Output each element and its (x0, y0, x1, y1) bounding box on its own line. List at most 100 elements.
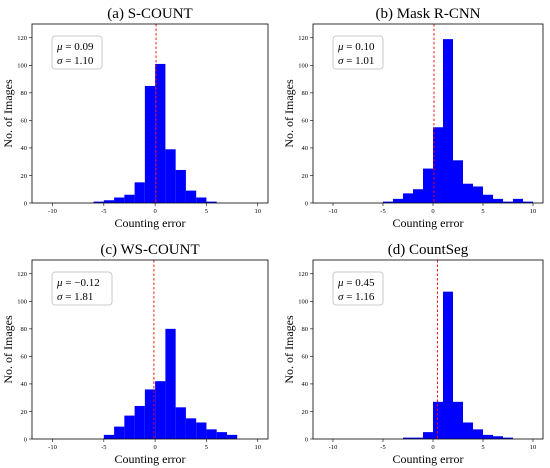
histogram-bar (423, 432, 433, 439)
mean-stat: μ = 0.45 (337, 277, 375, 289)
histogram-bar (103, 200, 115, 203)
mean-stat: μ = 0.09 (56, 41, 94, 53)
y-tick-label: 120 (298, 271, 308, 278)
chart-title: (a) S-COUNT (107, 6, 192, 22)
plot-frame (31, 23, 269, 204)
histogram-bar (155, 381, 166, 439)
y-tick-label: 60 (302, 118, 309, 125)
histogram-bar (473, 429, 483, 439)
x-tick-label: 5 (481, 208, 484, 215)
sigma-stat: σ = 1.10 (57, 55, 94, 67)
x-axis-label: Counting error (115, 216, 186, 230)
x-tick-label: 10 (530, 444, 537, 451)
x-tick-label: -5 (380, 208, 385, 215)
histogram-bar (433, 127, 443, 203)
x-tick-label: 10 (254, 444, 261, 451)
histogram-bar (206, 201, 217, 203)
histogram-bar (403, 437, 413, 439)
y-tick-label: 40 (302, 381, 309, 388)
histogram-bar (185, 418, 197, 439)
histogram-bar (216, 432, 227, 439)
y-tick-label: 20 (21, 409, 28, 416)
histogram-bar (503, 437, 513, 439)
histogram-bar (403, 193, 413, 203)
chart-title: (b) Mask R-CNN (376, 6, 481, 22)
histogram-bar (433, 401, 443, 439)
y-tick-label: 120 (298, 35, 308, 42)
chart-panel-0: (a) S-COUNT-10 -5 0 5 10020406080100120Count… (1, 6, 269, 230)
y-axis-label: No. of Images (282, 79, 296, 148)
histogram-bar (114, 426, 125, 439)
histogram-bar (144, 389, 156, 439)
stats-box (332, 271, 384, 306)
histogram-bar (134, 405, 145, 439)
chart-title: (d) CountSeg (388, 242, 469, 258)
y-tick-label: 0 (24, 436, 27, 443)
y-tick-label: 20 (21, 173, 28, 180)
sigma-stat: σ = 1.81 (57, 291, 93, 303)
y-tick-label: 60 (21, 354, 28, 361)
sigma-stat: σ = 1.16 (338, 291, 375, 303)
plot-frame (312, 259, 544, 440)
mean-stat: μ = 0.10 (337, 41, 375, 53)
y-tick-label: 80 (302, 90, 309, 97)
x-tick-label: 0 (431, 444, 434, 451)
sigma-stat: σ = 1.01 (338, 55, 374, 67)
histogram-bar (463, 422, 473, 439)
x-tick-label: -10 (329, 444, 338, 451)
histogram-bar (503, 201, 513, 203)
x-tick-label: -10 (48, 208, 57, 215)
stats-box (51, 35, 103, 70)
histogram-bar (185, 190, 197, 203)
mean-stat: μ = −0.12 (56, 277, 100, 289)
histogram-bar (473, 186, 483, 203)
y-tick-label: 60 (21, 118, 28, 125)
y-tick-label: 100 (17, 63, 27, 70)
y-tick-label: 120 (17, 271, 27, 278)
y-tick-label: 40 (302, 145, 309, 152)
x-tick-label: 0 (431, 208, 434, 215)
x-tick-label: 5 (205, 444, 208, 451)
x-tick-label: -5 (380, 444, 385, 451)
chart-panel-3: (d) CountSeg-10 -5 0 5 10020406080100120Coun… (282, 242, 544, 466)
histogram-bar (483, 434, 493, 439)
x-tick-label: 5 (481, 444, 484, 451)
chart-panel-1: (b) Mask R-CNN-10 -5 0 5 10020406080100120Co… (282, 6, 544, 230)
y-tick-label: 100 (298, 63, 308, 70)
x-tick-label: -10 (329, 208, 338, 215)
y-tick-label: 80 (302, 326, 309, 333)
x-tick-label: 10 (530, 208, 537, 215)
chart-title: (c) WS-COUNT (100, 242, 199, 258)
x-tick-label: -5 (101, 444, 106, 451)
histogram-bar (165, 328, 176, 439)
histogram-bar (175, 407, 186, 439)
y-tick-label: 20 (302, 409, 309, 416)
histogram-bar (206, 429, 217, 439)
x-tick-label: 10 (254, 208, 261, 215)
y-tick-label: 0 (24, 200, 27, 207)
y-tick-label: 100 (298, 299, 308, 306)
y-tick-label: 80 (21, 326, 28, 333)
x-tick-label: -5 (101, 208, 106, 215)
histogram-bar (413, 189, 423, 203)
histogram-bar (413, 437, 423, 439)
histogram-bar (165, 149, 176, 203)
y-tick-label: 20 (302, 173, 309, 180)
stats-box (51, 271, 113, 306)
histogram-bar (523, 201, 533, 203)
y-tick-label: 0 (305, 200, 308, 207)
x-tick-label: 0 (154, 208, 157, 215)
histogram-bar (134, 182, 145, 203)
chart-panel-2: (c) WS-COUNT-10 -5 0 5 10020406080100120Coun… (1, 242, 269, 466)
histogram-bar (513, 198, 523, 203)
y-tick-label: 0 (305, 436, 308, 443)
histogram-bar (226, 434, 238, 439)
y-axis-label: No. of Images (282, 315, 296, 384)
y-axis-label: No. of Images (1, 79, 15, 148)
histogram-bar (93, 201, 104, 203)
histogram-bar (453, 401, 463, 439)
x-tick-label: 5 (205, 208, 208, 215)
histogram-bar (383, 201, 393, 203)
y-tick-label: 40 (21, 381, 28, 388)
